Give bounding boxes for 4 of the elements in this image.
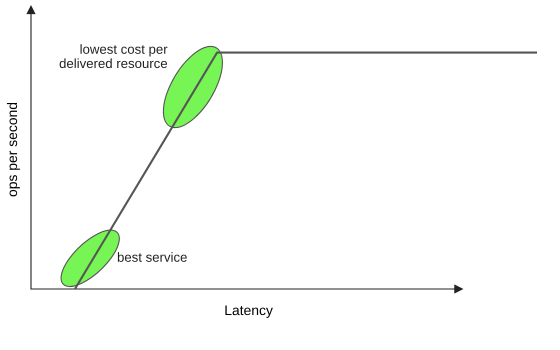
annotation: lowest cost per delivered resource bbox=[60, 44, 168, 68]
x-axis-title: Latency bbox=[225, 305, 273, 318]
annotation: best service bbox=[118, 252, 187, 262]
y-axis-title: ops per second bbox=[6, 102, 20, 196]
